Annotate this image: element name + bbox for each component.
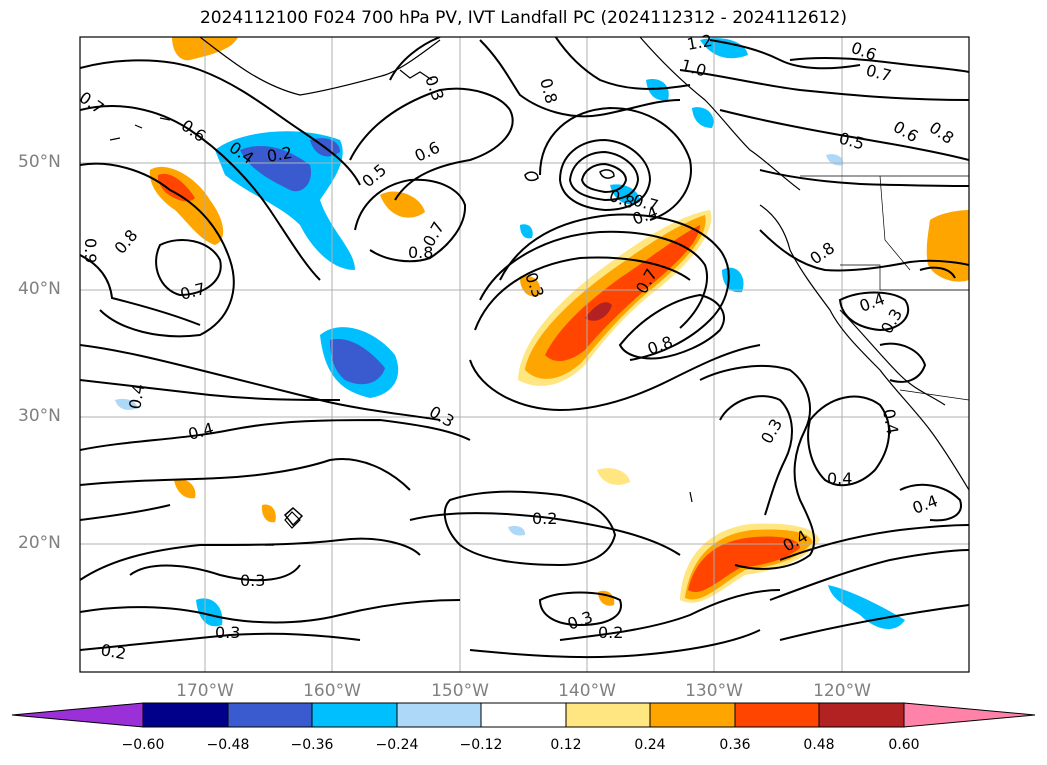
plot-frame	[79, 36, 970, 673]
contour-label: 0.4	[186, 419, 216, 444]
colorbar-segment	[142, 702, 229, 728]
contour-label: 1.0	[679, 56, 709, 81]
negative-anomaly-area	[722, 267, 744, 293]
contour-label: 0.3	[877, 305, 906, 337]
contour-label: 0.8	[111, 226, 142, 258]
contour-label-layer: 0.7 0.6 0.4 0.2 0.3 0.8 0.5 0.6 0.8 0.7 …	[76, 31, 958, 664]
negative-anomaly-area	[520, 224, 533, 239]
contour-label: 0.6	[890, 117, 922, 146]
positive-anomaly-area	[380, 191, 425, 218]
small-contour-loops	[265, 169, 615, 546]
borders	[800, 175, 969, 401]
contour-label: 0.8	[536, 76, 561, 106]
strong-negative-anomaly	[330, 339, 385, 385]
colorbar-tick: 0.48	[803, 737, 835, 753]
contour-label: 0.3	[215, 623, 240, 642]
contour-label: 0.2	[265, 143, 293, 166]
strong-positive-anomaly	[545, 225, 700, 362]
contour-label: 0.3	[240, 571, 265, 590]
contour-label: 0.3	[757, 415, 786, 447]
strong-positive-anomaly	[157, 173, 195, 202]
contour-label: 0.3	[565, 607, 595, 634]
coastlines	[109, 37, 969, 529]
contour-label: 0.5	[837, 129, 867, 154]
positive-anomaly-area	[174, 479, 196, 499]
contour-label: 0.2	[532, 509, 557, 528]
colorbar-tick: −0.24	[375, 737, 419, 753]
lon-label: 130°W	[685, 681, 743, 701]
colorbar-extend-high	[903, 702, 1036, 728]
colorbar-tick: −0.60	[121, 737, 165, 753]
contour-label: 0.8	[408, 243, 433, 262]
contour-label: 0.2	[598, 623, 623, 642]
contour-label: 0.4	[827, 469, 852, 488]
map-title: 2024112100 F024 700 hPa PV, IVT Landfall…	[199, 8, 847, 28]
colorbar-segment	[818, 702, 905, 728]
colorbar	[11, 702, 1036, 728]
strongest-positive-anomaly	[585, 302, 612, 321]
colorbar-segment	[396, 702, 482, 728]
positive-anomaly-area	[597, 468, 630, 485]
colorbar-segment	[227, 702, 313, 728]
lon-label: 170°W	[176, 681, 234, 701]
contour-lines	[80, 37, 969, 659]
lat-label: 30°N	[18, 406, 61, 426]
colorbar-tick: −0.48	[206, 737, 250, 753]
negative-anomaly-area	[508, 525, 526, 536]
colorbar-segment	[311, 702, 398, 728]
negative-anomaly-area	[700, 38, 748, 59]
colorbar-extend-low	[11, 702, 144, 728]
contour-label: 0.8	[645, 332, 675, 359]
contour-label: 0.4	[910, 491, 940, 518]
colorbar-tick: −0.12	[459, 737, 503, 753]
graticule	[80, 37, 969, 672]
lon-label: 140°W	[558, 681, 616, 701]
colorbar-segment	[565, 702, 651, 728]
strong-negative-anomaly	[240, 145, 311, 192]
lon-label: 160°W	[303, 681, 361, 701]
colorbar-tick: 0.24	[634, 737, 666, 753]
negative-anomaly-area	[196, 598, 223, 627]
negative-anomaly-area	[115, 398, 138, 410]
lon-label: 120°W	[813, 681, 871, 701]
colorbar-tick: 0.60	[888, 737, 920, 753]
contour-label: 0.4	[879, 407, 902, 435]
positive-anomaly-area	[520, 275, 541, 297]
colorbar-segment	[734, 702, 820, 728]
negative-anomaly-area	[826, 154, 844, 166]
contour-label: 0.6	[412, 138, 443, 166]
colorbar-tick: 0.12	[550, 737, 582, 753]
contour-label: 0.3	[521, 270, 548, 300]
lon-label: 150°W	[431, 681, 489, 701]
negative-anomaly-area	[828, 585, 905, 630]
contour-label: 0.4	[125, 382, 148, 410]
shading-layer	[115, 37, 969, 630]
positive-anomaly-area	[261, 504, 276, 523]
contour-label: 0.3	[421, 73, 448, 103]
colorbar-segment	[480, 702, 567, 728]
contour-label: 0.8	[926, 118, 958, 148]
colorbar-tick: −0.36	[290, 737, 334, 753]
contour-label: 0.7	[178, 279, 208, 304]
colorbar-tick: 0.36	[719, 737, 751, 753]
lat-label: 40°N	[18, 279, 61, 299]
contour-label: 0.2	[99, 640, 127, 663]
negative-anomaly-area	[692, 107, 714, 128]
lat-label: 20°N	[18, 533, 61, 553]
contour-label: 0.9	[81, 238, 100, 263]
lat-label: 50°N	[18, 152, 61, 172]
contour-label: 0.7	[864, 61, 894, 86]
contour-label: 1.2	[685, 31, 713, 54]
negative-anomaly-area	[215, 131, 355, 270]
colorbar-segment	[649, 702, 736, 728]
contour-label: 0.8	[806, 238, 838, 268]
strong-positive-anomaly	[688, 536, 800, 592]
contour-label: 0.5	[358, 160, 390, 191]
